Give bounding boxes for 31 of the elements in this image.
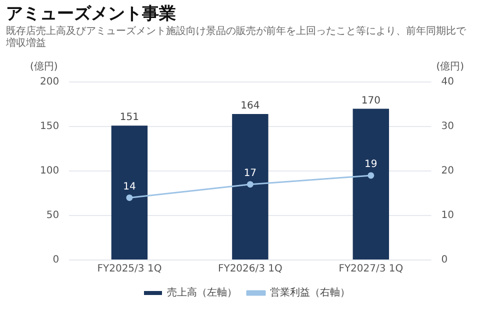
- data-label: 170: [361, 95, 380, 106]
- y-axis-title: (億円): [30, 60, 58, 73]
- y2-tick-label: 0: [441, 254, 448, 266]
- legend-label: 営業利益（右軸）: [270, 286, 350, 299]
- bar: [232, 114, 268, 260]
- y-tick-label: 100: [40, 166, 60, 177]
- point: [246, 181, 254, 188]
- y-tick-label: 0: [52, 254, 60, 266]
- y2-tick-label: 40: [441, 76, 454, 88]
- point: [126, 194, 133, 201]
- point: [368, 172, 374, 179]
- y-tick-label: 150: [40, 121, 60, 132]
- data-label: 14: [123, 181, 136, 192]
- y2-tick-label: 30: [441, 121, 454, 132]
- data-label: 19: [364, 159, 378, 170]
- x-tick-label: FY2025/3 1Q: [97, 264, 162, 275]
- chart-subtitle: 既存店売上高及びアミューズメント施設向け景品の販売が前年を上回ったこと等により、前年同期比で増収増益: [6, 26, 467, 50]
- x-tick-label: FY2027/3 1Q: [338, 264, 404, 275]
- y-tick-label: 50: [46, 210, 60, 222]
- legend-label: 売上高（左軸）: [167, 286, 237, 299]
- y2-tick-label: 20: [441, 166, 454, 177]
- bar: [111, 126, 148, 260]
- y-tick-label: 200: [40, 76, 60, 88]
- y2-tick-label: 10: [441, 210, 454, 222]
- x-tick-label: FY2026/3 1Q: [218, 264, 283, 275]
- data-label: 164: [240, 100, 260, 112]
- bar: [352, 108, 390, 260]
- y2-axis-title: (億円): [436, 60, 464, 73]
- chart-title: アミューズメント事業: [6, 3, 176, 25]
- data-label: 151: [120, 112, 139, 124]
- data-label: 17: [244, 168, 257, 179]
